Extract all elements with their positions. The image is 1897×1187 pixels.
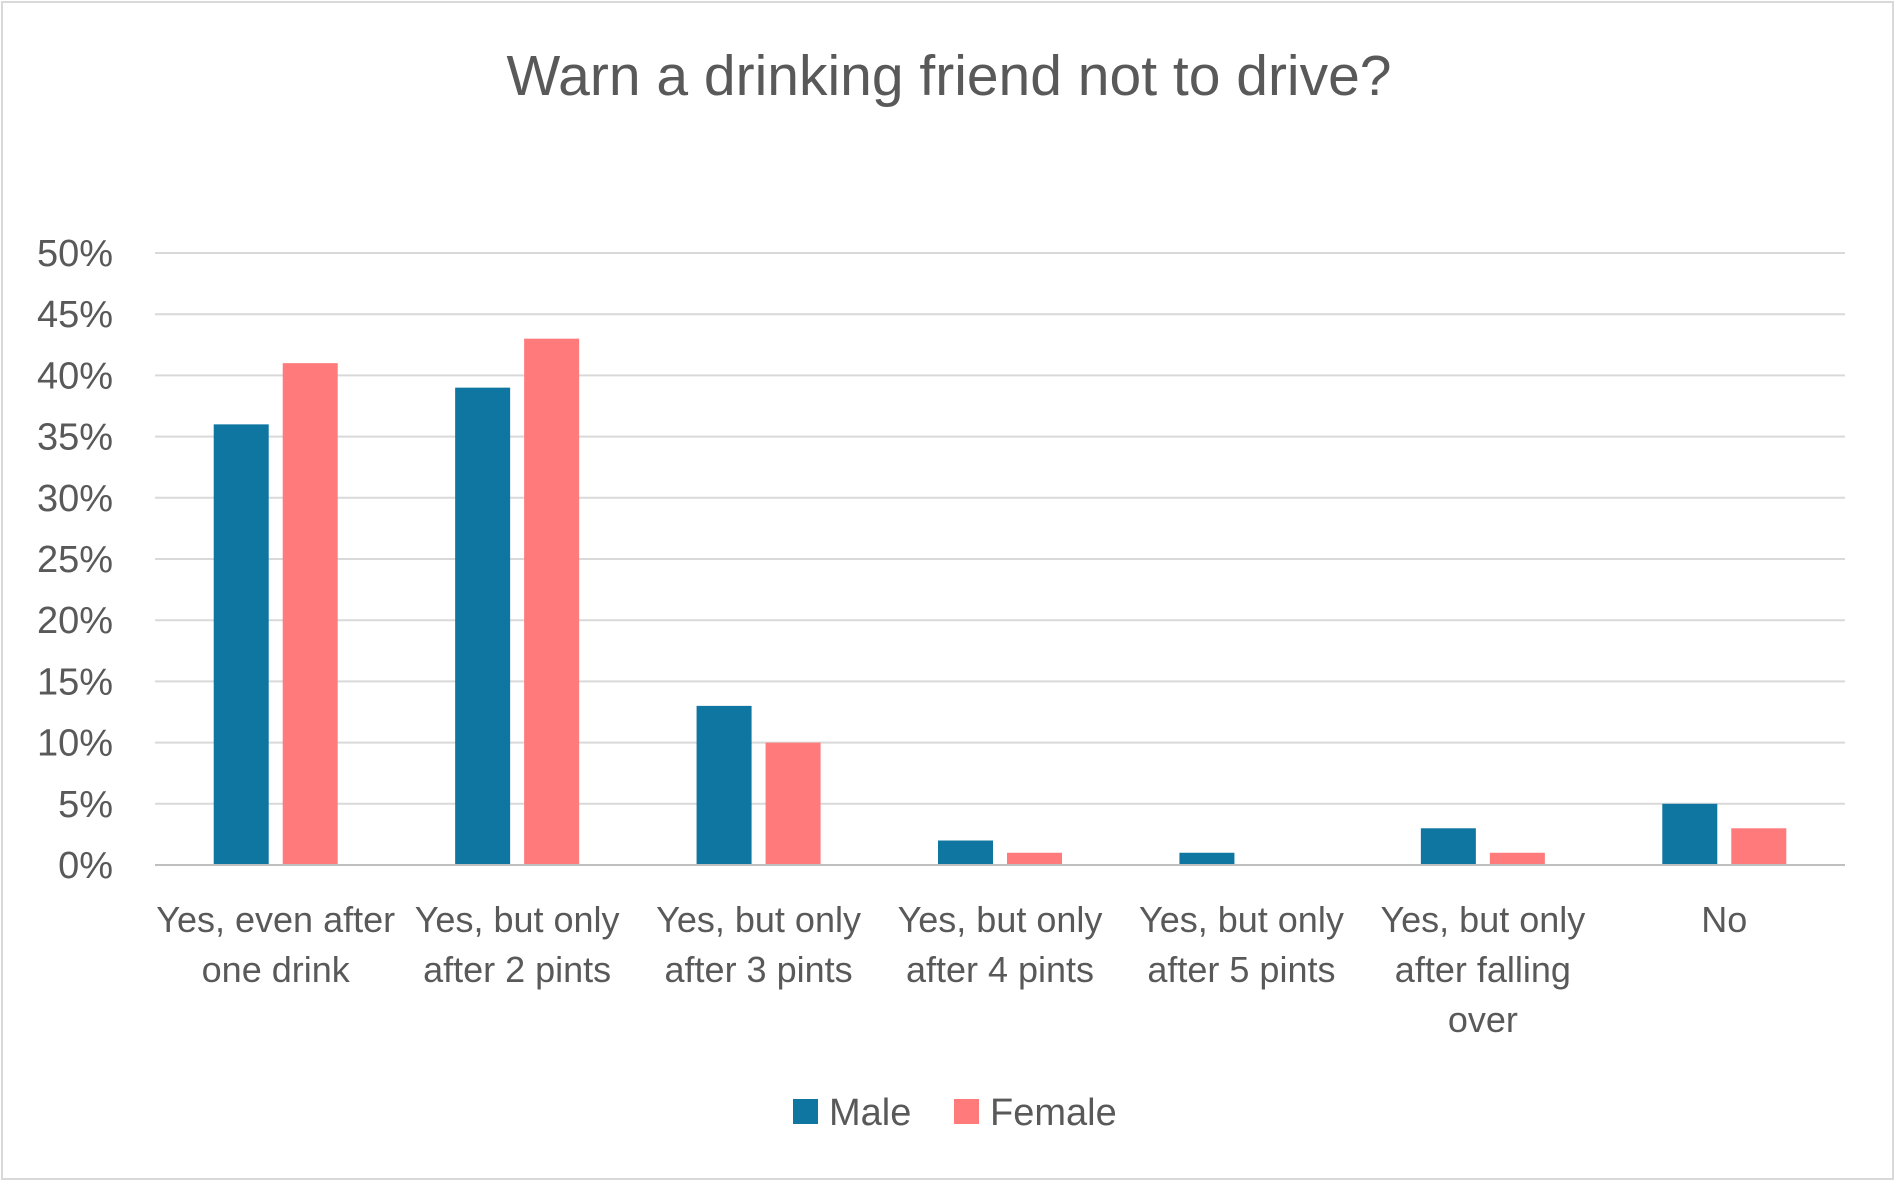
x-category-label: No <box>1701 899 1747 940</box>
bar-male <box>1179 852 1235 865</box>
bar-female <box>1007 852 1062 865</box>
bar-female <box>282 363 338 865</box>
y-tick-label: 45% <box>37 294 113 336</box>
bar-female <box>1731 828 1787 865</box>
y-tick-label: 25% <box>37 539 113 581</box>
bar-male <box>696 705 752 865</box>
bars <box>213 338 1787 865</box>
y-tick-label: 35% <box>37 417 113 459</box>
bar-male <box>938 840 993 865</box>
legend: Male Female <box>793 1092 1117 1134</box>
x-category-label: Yes, but only after 4 pints <box>898 899 1103 990</box>
x-category-label: Yes, but only after 5 pints <box>1139 899 1344 990</box>
bar-female <box>1489 852 1545 865</box>
legend-label: Female <box>990 1092 1117 1134</box>
y-tick-label: 50% <box>37 233 113 275</box>
y-tick-label: 30% <box>37 478 113 520</box>
x-category-label: Yes, but only after falling over <box>1380 899 1585 1040</box>
x-category-label: Yes, but only after 3 pints <box>656 899 861 990</box>
bar-female <box>765 742 821 865</box>
chart-title: Warn a drinking friend not to drive? <box>506 44 1391 108</box>
bar-female <box>524 338 580 865</box>
bar-male <box>213 424 269 865</box>
bar-male <box>1662 803 1718 865</box>
y-tick-label: 15% <box>37 661 113 703</box>
bar-chart: Warn a drinking friend not to drive? 0% 5… <box>37 44 1845 1134</box>
y-tick-label: 40% <box>37 355 113 397</box>
x-category-label: Yes, even after one drink <box>156 899 395 990</box>
legend-label: Male <box>829 1092 911 1134</box>
legend-swatch <box>954 1099 979 1124</box>
bar-male <box>1420 828 1476 865</box>
y-tick-label: 0% <box>58 845 113 887</box>
y-tick-label: 5% <box>58 784 113 826</box>
y-tick-label: 10% <box>37 723 113 765</box>
gridlines <box>155 252 1845 805</box>
legend-swatch <box>793 1099 818 1124</box>
y-axis-tick-labels: 0% 5% 10% 15% 20% 25% 30% 35% 40% 45% 50% <box>37 233 113 887</box>
x-category-label: Yes, but only after 2 pints <box>415 899 620 990</box>
y-tick-label: 20% <box>37 600 113 642</box>
bar-male <box>455 387 511 865</box>
